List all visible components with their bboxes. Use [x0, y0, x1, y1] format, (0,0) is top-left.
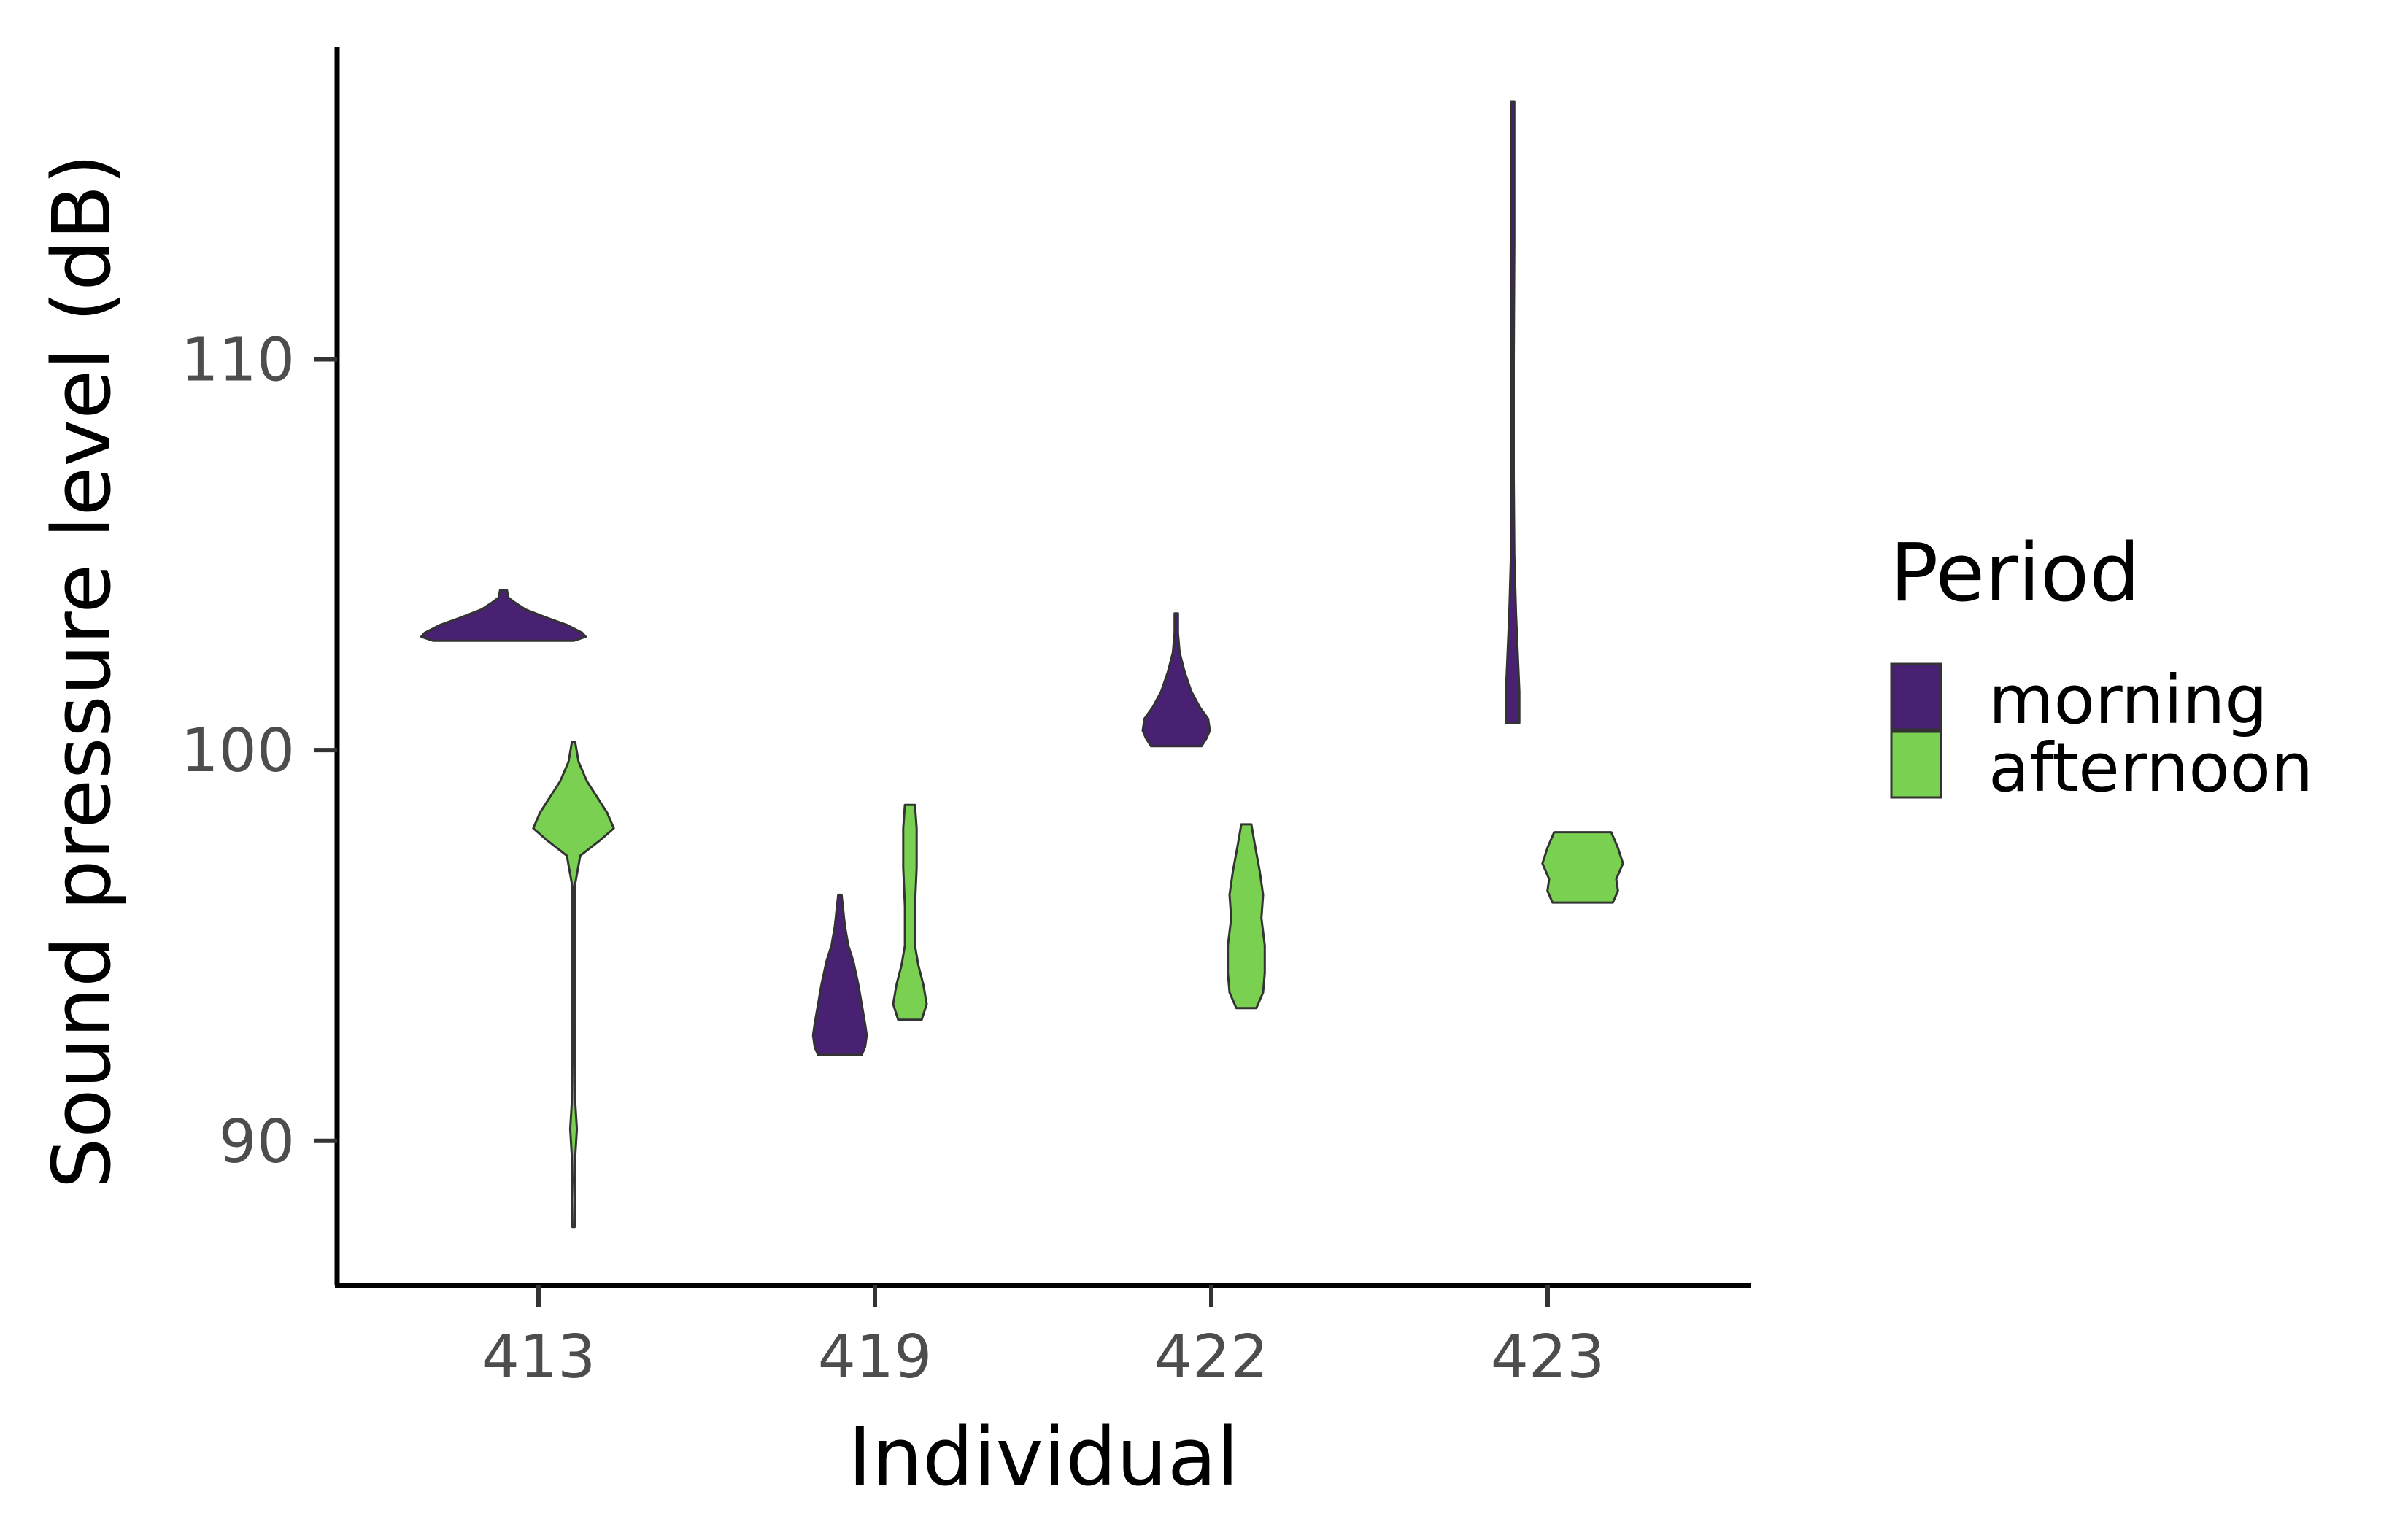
legend-label-morning: morning	[1988, 661, 2268, 739]
violin-afternoon-419	[892, 803, 928, 1021]
y-tick-label: 100	[180, 716, 295, 786]
x-tick-label: 422	[1154, 1323, 1269, 1392]
violin-afternoon-413	[532, 741, 615, 1229]
legend-title: Period	[1890, 526, 2140, 619]
x-tick-label: 423	[1491, 1323, 1605, 1392]
y-tick-label: 110	[180, 326, 295, 395]
y-axis-ticks: 90 100 110	[180, 326, 337, 1177]
violin-morning-413	[420, 589, 587, 642]
violin-afternoon-423	[1541, 831, 1624, 904]
legend-swatch-morning	[1890, 662, 1942, 731]
x-axis-title: Individual	[848, 1410, 1239, 1504]
violin-morning-423	[1505, 100, 1521, 724]
legend-swatch-afternoon	[1890, 730, 1942, 799]
violin-morning-422	[1141, 612, 1211, 748]
x-axis-ticks: 413 419 422 423	[482, 1285, 1605, 1392]
violin-afternoon-422	[1227, 823, 1266, 1010]
legend-label-afternoon: afternoon	[1988, 729, 2313, 807]
x-tick-label: 419	[818, 1323, 933, 1392]
legend: Period morning afternoon	[1890, 526, 2313, 807]
y-axis-title: Sound pressure level (dB)	[35, 153, 128, 1188]
y-tick-label: 90	[219, 1107, 295, 1177]
violin-morning-419	[811, 893, 868, 1056]
x-tick-label: 413	[482, 1323, 596, 1392]
violin-layer	[420, 100, 1624, 1229]
